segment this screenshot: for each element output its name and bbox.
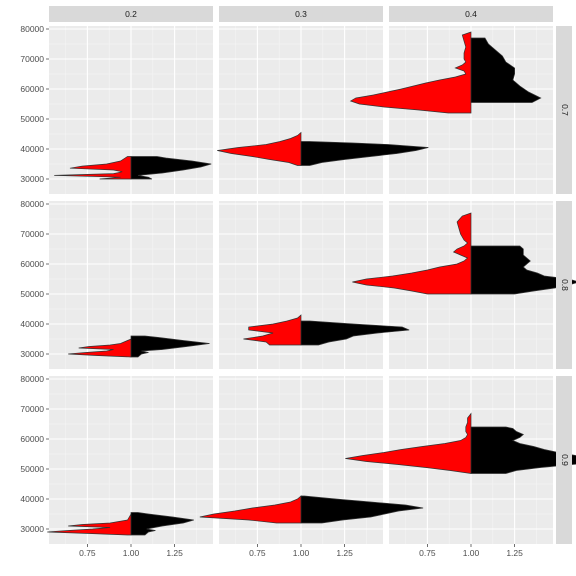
y-tick-label: 30000 [20,524,44,534]
x-tick-label: 1.25 [506,548,523,558]
y-tick-label: 60000 [20,434,44,444]
facet-row-label: 0.7 [560,104,570,116]
y-tick-label: 60000 [20,84,44,94]
y-tick-label: 40000 [20,494,44,504]
facet-column-label: 0.4 [465,9,477,19]
y-tick-label: 60000 [20,259,44,269]
x-tick-label: 0.75 [79,548,96,558]
x-tick-label: 1.25 [166,548,183,558]
y-tick-label: 50000 [20,114,44,124]
facet-column-label: 0.3 [295,9,307,19]
facet-row-label: 0.9 [560,454,570,466]
y-tick-label: 30000 [20,174,44,184]
y-tick-label: 50000 [20,289,44,299]
y-tick-label: 80000 [20,374,44,384]
y-tick-label: 70000 [20,54,44,64]
x-tick-label: 1.00 [123,548,140,558]
x-tick-label: 1.00 [463,548,480,558]
y-tick-label: 40000 [20,319,44,329]
y-tick-label: 70000 [20,229,44,239]
y-tick-label: 40000 [20,144,44,154]
y-tick-label: 80000 [20,199,44,209]
x-tick-label: 0.75 [419,548,436,558]
x-tick-label: 1.25 [336,548,353,558]
x-tick-label: 1.00 [293,548,310,558]
y-tick-label: 50000 [20,464,44,474]
x-tick-label: 0.75 [249,548,266,558]
y-tick-label: 30000 [20,349,44,359]
y-tick-label: 80000 [20,24,44,34]
facet-column-label: 0.2 [125,9,137,19]
y-tick-label: 70000 [20,404,44,414]
facet-row-label: 0.8 [560,279,570,291]
